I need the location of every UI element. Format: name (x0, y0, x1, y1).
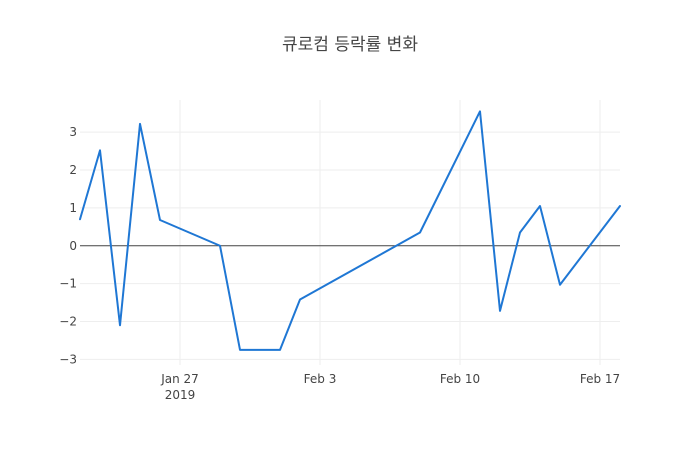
y-tick-label: 2 (69, 163, 77, 177)
y-tick-label: −2 (59, 314, 77, 328)
x-tick-label: Feb 17 (580, 372, 620, 386)
y-axis-ticks: 3 2 1 0 −1 −2 −3 (59, 125, 77, 366)
x-tick-label: Feb 10 (440, 372, 480, 386)
y-tick-label: 1 (69, 201, 77, 215)
x-tick-label: Jan 27 (160, 372, 199, 386)
series-line (79, 110, 621, 351)
y-tick-label: 0 (69, 239, 77, 253)
x-axis-ticks: Jan 27 2019 Feb 3 Feb 10 Feb 17 (160, 372, 620, 402)
series-layer (79, 110, 621, 351)
grid-layer (80, 100, 620, 365)
x-tick-label: Feb 3 (304, 372, 337, 386)
chart-title: 큐로컴 등락률 변화 (282, 35, 418, 55)
y-tick-label: 3 (69, 125, 77, 139)
x-tick-year-label: 2019 (165, 388, 196, 402)
y-tick-label: −3 (59, 352, 77, 366)
y-tick-label: −1 (59, 277, 77, 291)
